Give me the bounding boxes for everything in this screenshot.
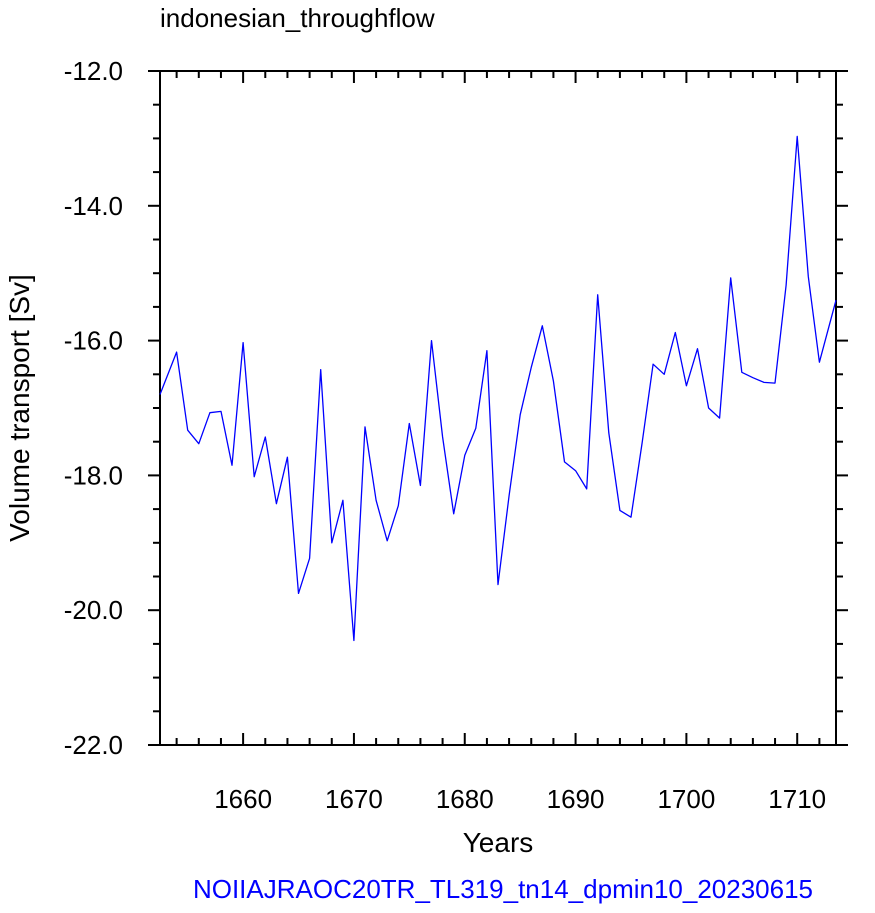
series-lines	[159, 135, 837, 642]
y-tick-labels: -12.0 -14.0 -16.0 -18.0 -20.0 -22.0	[64, 56, 123, 760]
series-line	[159, 135, 837, 642]
x-tick-label: 1700	[657, 784, 715, 814]
y-tick-label: -12.0	[64, 56, 123, 86]
plot-border	[159, 70, 837, 746]
chart-title: indonesian_throughflow	[160, 3, 435, 33]
y-tick-label: -14.0	[64, 191, 123, 221]
footer-label: NOIIAJRAOC20TR_TL319_tn14_dpmin10_202306…	[193, 874, 813, 904]
minor-ticks	[153, 71, 843, 745]
x-tick-label: 1690	[547, 784, 605, 814]
y-axis-label: Volume transport [Sv]	[4, 274, 35, 542]
x-tick-labels: 1660 1670 1680 1690 1700 1710	[214, 784, 826, 814]
y-tick-label: -22.0	[64, 730, 123, 760]
plot-frame	[159, 70, 837, 746]
x-tick-label: 1660	[214, 784, 272, 814]
x-tick-label: 1680	[436, 784, 494, 814]
y-tick-label: -18.0	[64, 460, 123, 490]
x-axis-label: Years	[463, 827, 534, 858]
x-tick-label: 1710	[768, 784, 826, 814]
y-tick-label: -20.0	[64, 595, 123, 625]
y-tick-label: -16.0	[64, 326, 123, 356]
major-ticks	[148, 70, 848, 746]
x-tick-label: 1670	[325, 784, 383, 814]
